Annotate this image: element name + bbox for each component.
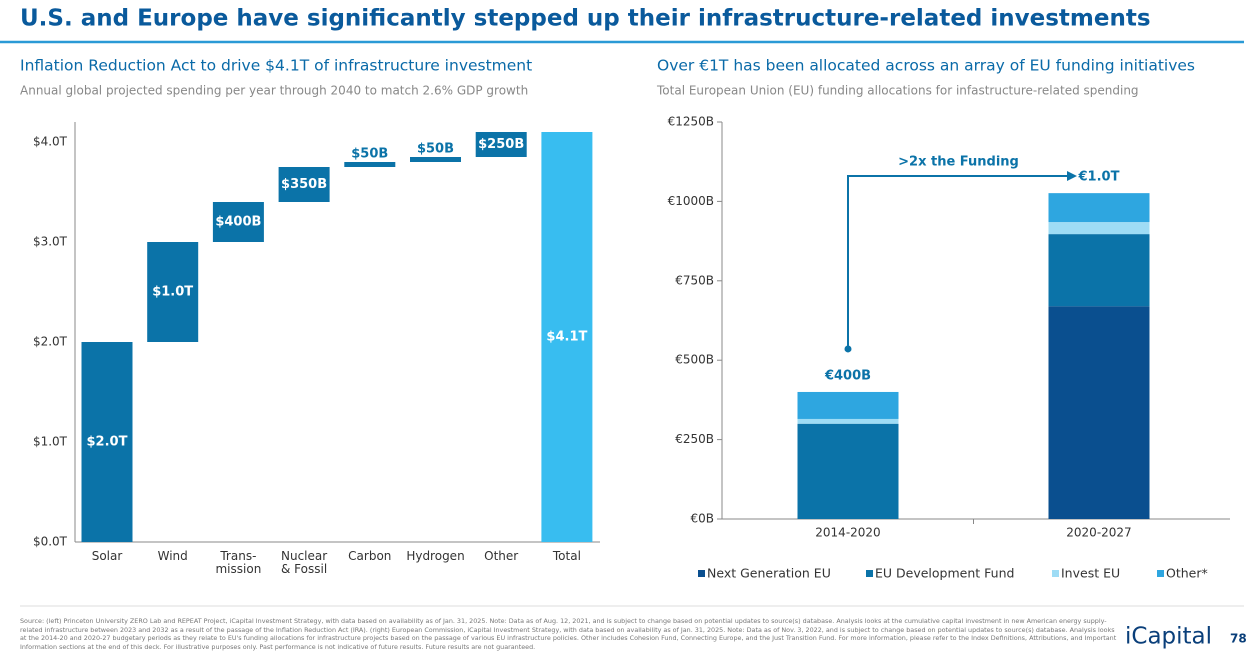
bar [344,162,396,167]
total-label: €1.0T [1078,170,1120,185]
value-label: $350B [281,177,327,192]
x-tick-label: 2020-2027 [1066,526,1131,540]
logo: iCapital [1125,624,1212,650]
y-tick-label: $1.0T [33,435,68,449]
bar-segment [797,423,899,519]
legend-swatch [698,570,705,577]
value-label: $4.1T [546,330,587,345]
value-label: $1.0T [152,285,193,300]
value-label: $250B [478,137,524,152]
x-tick-label: Other [484,549,519,563]
bar [541,132,593,542]
left-title: Inflation Reduction Act to drive $4.1T o… [20,57,532,75]
bar [147,242,199,342]
bar-segment [797,391,899,419]
footnote: Source: (left) Princeton University ZERO… [20,617,1117,651]
x-tick-label: Nuclear & Fossil [281,549,328,576]
legend-swatch [1052,570,1059,577]
y-tick-label: €1250B [668,115,714,129]
bar-segment [1048,222,1150,235]
x-tick-label: Carbon [348,549,392,563]
right-title: Over €1T has been allocated across an ar… [657,57,1195,75]
value-label: $400B [215,215,261,230]
x-tick-label: 2014-2020 [815,526,880,540]
y-tick-label: $0.0T [33,535,68,549]
bar-segment [1048,306,1150,519]
legend-swatch [866,570,873,577]
x-tick-label: Trans- mission [215,549,262,576]
x-tick-label: Total [552,549,581,563]
page-number: 78 [1230,632,1247,646]
y-tick-label: €250B [675,432,714,446]
bar [410,157,461,162]
legend-swatch [1157,570,1164,577]
bar [278,167,330,202]
legend-label: Other* [1166,566,1208,581]
bar-segment [1048,234,1150,307]
y-tick-label: €0B [690,512,714,526]
bar [212,202,264,242]
right-subtitle: Total European Union (EU) funding alloca… [656,84,1139,98]
legend-label: EU Development Fund [875,566,1014,581]
value-label: $50B [351,147,388,162]
arrow [847,175,1069,349]
y-tick-label: $3.0T [33,235,68,249]
value-label: $2.0T [87,435,128,450]
legend-label: Invest EU [1061,566,1120,581]
y-tick-label: $2.0T [33,335,68,349]
bar-segment [1048,193,1150,223]
annotation: >2x the Funding [898,155,1019,170]
bar-segment [797,418,899,424]
bar [475,132,527,157]
left-subtitle: Annual global projected spending per yea… [20,84,528,98]
y-tick-label: €1000B [668,194,714,208]
y-tick-label: $4.0T [33,135,68,149]
value-label: $50B [417,142,454,157]
total-label: €400B [824,368,871,383]
x-tick-label: Wind [157,549,188,563]
page-title: U.S. and Europe have significantly stepp… [20,6,1151,32]
bar [81,342,133,542]
y-tick-label: €500B [675,353,714,367]
y-tick-label: €750B [675,273,714,287]
x-tick-label: Solar [91,549,123,563]
arrow-head [1067,171,1077,181]
x-tick-label: Hydrogen [406,549,465,563]
legend-label: Next Generation EU [707,566,831,581]
